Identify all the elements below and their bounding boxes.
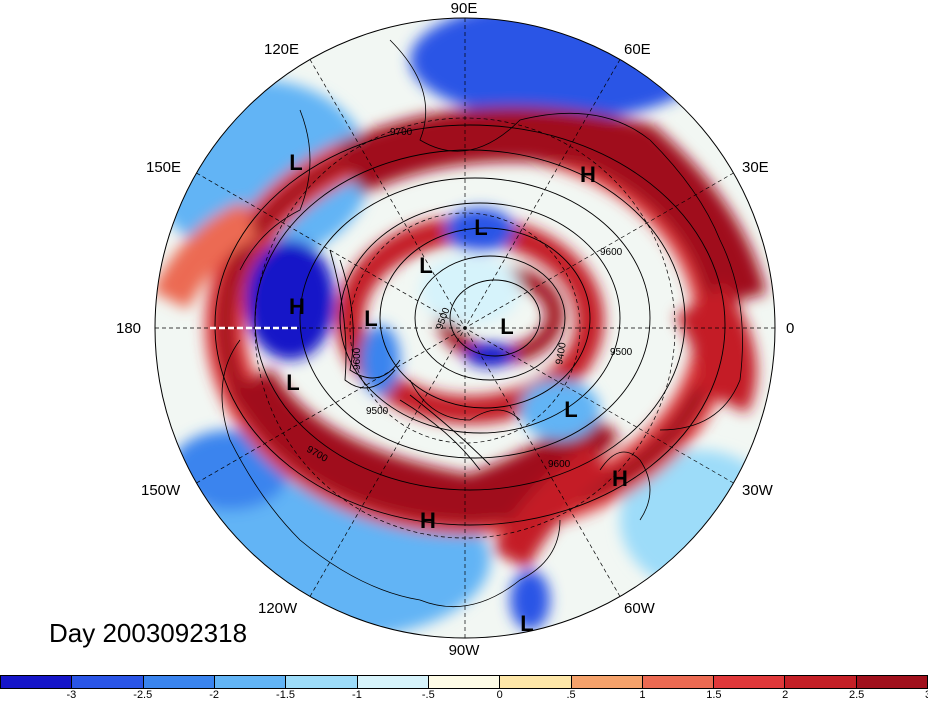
lon-label-150e: 150E [146,159,182,176]
lon-label-120e: 120E [264,41,300,58]
pressure-center-label: L [500,314,514,339]
colorbar-tick-label: 2 [782,689,789,701]
lon-label-120w: 120W [258,600,298,617]
pressure-center-label: L [286,370,300,395]
lon-label-90e: 90E [450,0,478,17]
colorbar-tick-label: -.5 [421,689,435,701]
colorbar-tick-label: -2.5 [133,689,153,701]
colorbar-tick-label: 2.5 [848,689,865,701]
lon-label-180: 180 [116,320,142,337]
colorbar-tick-label: .5 [566,689,576,701]
colorbar-segment [500,676,572,688]
lon-label-30w: 30W [742,482,773,499]
colorbar-segment [571,676,643,688]
colorbar-segment [72,676,144,688]
contour-label: 9400 [554,341,569,365]
coastlines [221,39,743,608]
lon-label-30e: 30E [742,159,769,176]
colorbar-tick-label: 1 [639,689,646,701]
colorbar-segment [143,676,215,688]
pressure-center-label: H [612,466,628,491]
contour-label: 9700 [390,127,413,138]
pressure-center-label: L [364,306,378,331]
colorbar-tick-label: -3 [66,689,77,701]
colorbar-tick-label: 3 [925,689,928,701]
lon-label-90w: 90W [448,642,480,659]
colorbar-segment [714,676,786,688]
pressure-center-label: H [580,162,596,187]
pressure-center-label: L [474,215,488,240]
contour-label: 9500 [366,406,389,417]
colorbar-segment [856,676,928,688]
pressure-center-label: H [289,294,305,319]
graticule [155,18,775,638]
lon-label-150w: 150W [141,482,181,499]
pressure-center-label: H [420,508,436,533]
colorbar-segment [785,676,857,688]
page-title: Day 2003092318 [49,618,248,648]
colorbar-tick-label: 1.5 [706,689,722,701]
colorbar [0,675,928,689]
pressure-center-label: L [564,397,578,422]
map-boundary [154,17,776,639]
lon-label-60e: 60E [624,41,651,58]
colorbar-tick-label: -1.5 [276,689,296,701]
contour-label: 9600 [352,347,363,370]
colorbar-tick-label: -2 [209,689,220,701]
lon-label-0: 0 [786,320,795,337]
colorbar-tick-label: 0 [496,689,503,701]
contour-label: 9600 [600,247,623,258]
pressure-center-label: L [520,611,534,636]
contour-label: 9500 [610,347,633,358]
contour-label: 9600 [548,459,571,470]
colorbar-tick-label: -1 [352,689,362,701]
colorbar-segment [214,676,287,688]
colorbar-segment [357,676,429,688]
pressure-center-label: L [419,253,433,278]
colorbar-segment [1,676,73,688]
lon-label-60w: 60W [624,600,655,617]
pressure-center-label: L [289,150,303,175]
colorbar-segment [642,676,715,688]
anomaly-field [155,18,775,638]
colorbar-segment [286,676,358,688]
colorbar-segment [428,676,501,688]
